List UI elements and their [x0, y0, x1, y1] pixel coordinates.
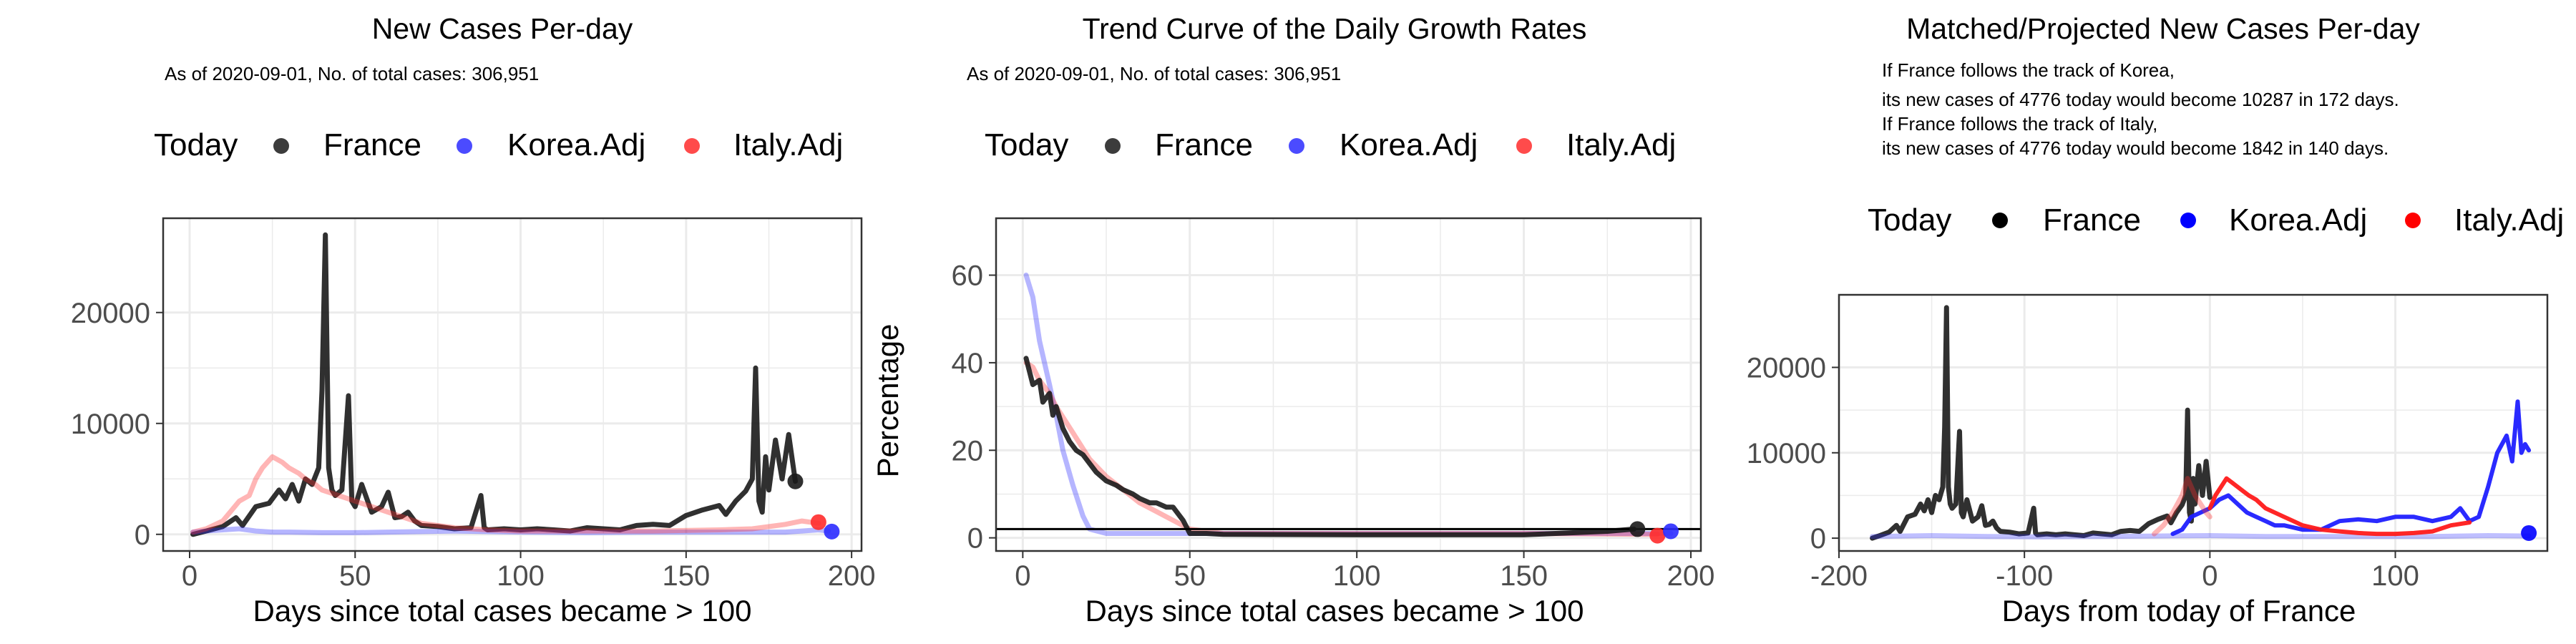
- panel-1-legend-title: Today: [154, 127, 238, 162]
- panel-1-legend-label-italy: Italy.Adj: [733, 127, 843, 162]
- y-tick-label: 60: [952, 260, 984, 292]
- today-point-france: [787, 473, 804, 489]
- panel-3-legend-label-france: France: [2043, 203, 2141, 238]
- panel-3-legend-label-italy: Italy.Adj: [2454, 203, 2564, 238]
- panel-2-plot: 0 50 100 150 200 0 20 40 60: [952, 217, 1715, 592]
- y-tick-label: 20000: [71, 298, 150, 329]
- series-line-italy-adj: [2152, 476, 2212, 537]
- panel-3-legend-marker-france: [1992, 213, 2008, 228]
- panel-2-plot-background: [996, 218, 1701, 551]
- panel-2: Trend Curve of the Daily Growth Rates As…: [871, 12, 1714, 628]
- series-line-italy-adj: [2207, 476, 2472, 537]
- panel-3: Matched/Projected New Cases Per-day If F…: [1747, 12, 2564, 628]
- x-tick-label: 50: [1174, 560, 1206, 592]
- panel-3-legend-label-korea: Korea.Adj: [2229, 203, 2367, 238]
- x-tick-label: 150: [662, 560, 710, 592]
- panel-1-legend-label-korea: Korea.Adj: [507, 127, 645, 162]
- panel-3-plot: -200 -100 0 100 0 10000 20000: [1747, 293, 2549, 592]
- x-tick-label: -100: [1996, 560, 2053, 592]
- panel-2-legend: Today France Korea.Adj Italy.Adj: [985, 127, 1676, 162]
- y-tick-label: 10000: [1747, 438, 1826, 469]
- panel-3-legend: Today France Korea.Adj Italy.Adj: [1868, 203, 2564, 238]
- panel-2-y-axis-label: Percentage: [871, 324, 904, 478]
- y-tick-label: 0: [1810, 523, 1826, 555]
- panel-1-plot-background: [163, 218, 862, 551]
- x-tick-label: 50: [339, 560, 371, 592]
- today-point-italy-adj: [810, 514, 826, 530]
- today-point-korea-adj: [2521, 525, 2537, 541]
- panel-2-legend-marker-france: [1105, 138, 1121, 154]
- y-tick-label: 20000: [1747, 352, 1826, 384]
- panel-1-legend-marker-korea: [457, 138, 472, 154]
- today-point-korea-adj: [824, 523, 840, 540]
- panel-3-legend-title: Today: [1868, 203, 1951, 238]
- panel-2-legend-label-france: France: [1155, 127, 1253, 162]
- panel-2-plot-border: [995, 217, 1702, 552]
- x-tick-label: 100: [497, 560, 545, 592]
- panel-3-plot-border: [1838, 293, 2549, 552]
- series-line-korea-adj: [2170, 399, 2532, 537]
- series-line-france: [190, 232, 798, 537]
- y-tick-label: 0: [967, 523, 983, 555]
- x-tick-label: 200: [1667, 560, 1715, 592]
- panel-3-annotation-3: If France follows the track of Italy,: [1882, 113, 2157, 135]
- panel-1-legend-marker-italy: [684, 138, 700, 154]
- series-line-italy-adj: [190, 454, 821, 535]
- series-line-korea-adj: [1870, 533, 2532, 540]
- panel-3-legend-marker-korea: [2180, 213, 2196, 228]
- x-tick-label: -200: [1810, 560, 1868, 592]
- today-point-france: [1629, 521, 1646, 537]
- panel-2-legend-marker-korea: [1289, 138, 1304, 154]
- x-tick-label: 0: [182, 560, 197, 592]
- x-tick-label: 200: [828, 560, 876, 592]
- panel-1-legend-marker-france: [273, 138, 289, 154]
- panel-2-legend-title: Today: [985, 127, 1068, 162]
- y-tick-label: 40: [952, 348, 984, 379]
- x-tick-label: 0: [1015, 560, 1030, 592]
- panel-1-plot: 0 50 100 150 200 0 10000 20000: [71, 217, 876, 592]
- panel-1: New Cases Per-day As of 2020-09-01, No. …: [71, 12, 876, 628]
- panel-2-x-axis-label: Days since total cases became > 100: [1085, 594, 1584, 628]
- series-line-korea-adj: [190, 526, 831, 535]
- y-tick-label: 20: [952, 435, 984, 467]
- panel-3-legend-marker-italy: [2405, 213, 2421, 228]
- today-point-korea-adj: [1662, 523, 1679, 540]
- panel-2-legend-label-italy: Italy.Adj: [1566, 127, 1676, 162]
- series-line-france: [1870, 305, 2212, 541]
- panel-3-title: Matched/Projected New Cases Per-day: [1906, 12, 2420, 45]
- panel-1-legend: Today France Korea.Adj Italy.Adj: [154, 127, 843, 162]
- x-tick-label: 100: [1333, 560, 1381, 592]
- x-tick-label: 100: [2371, 560, 2419, 592]
- panel-3-annotation-4: its new cases of 4776 today would become…: [1882, 137, 2389, 159]
- today-point-italy-adj: [1649, 527, 1666, 544]
- panel-1-x-axis-label: Days since total cases became > 100: [253, 594, 752, 628]
- x-tick-label: 0: [2202, 560, 2218, 592]
- panel-2-title: Trend Curve of the Daily Growth Rates: [1083, 12, 1587, 45]
- x-tick-label: 150: [1500, 560, 1548, 592]
- panel-2-legend-marker-italy: [1516, 138, 1532, 154]
- panel-1-subtitle: As of 2020-09-01, No. of total cases: 30…: [165, 63, 539, 84]
- panel-1-legend-label-france: France: [323, 127, 421, 162]
- y-tick-label: 10000: [71, 409, 150, 440]
- panel-3-annotation-2: its new cases of 4776 today would become…: [1882, 89, 2399, 110]
- panel-2-legend-label-korea: Korea.Adj: [1340, 127, 1478, 162]
- panel-1-title: New Cases Per-day: [372, 12, 633, 45]
- y-tick-label: 0: [135, 519, 150, 551]
- panel-2-subtitle: As of 2020-09-01, No. of total cases: 30…: [967, 63, 1341, 84]
- panel-1-plot-border: [162, 217, 863, 552]
- panel-3-x-axis-label: Days from today of France: [2002, 594, 2356, 628]
- panel-3-annotation-1: If France follows the track of Korea,: [1882, 59, 2175, 81]
- series-line-france: [1023, 356, 1637, 537]
